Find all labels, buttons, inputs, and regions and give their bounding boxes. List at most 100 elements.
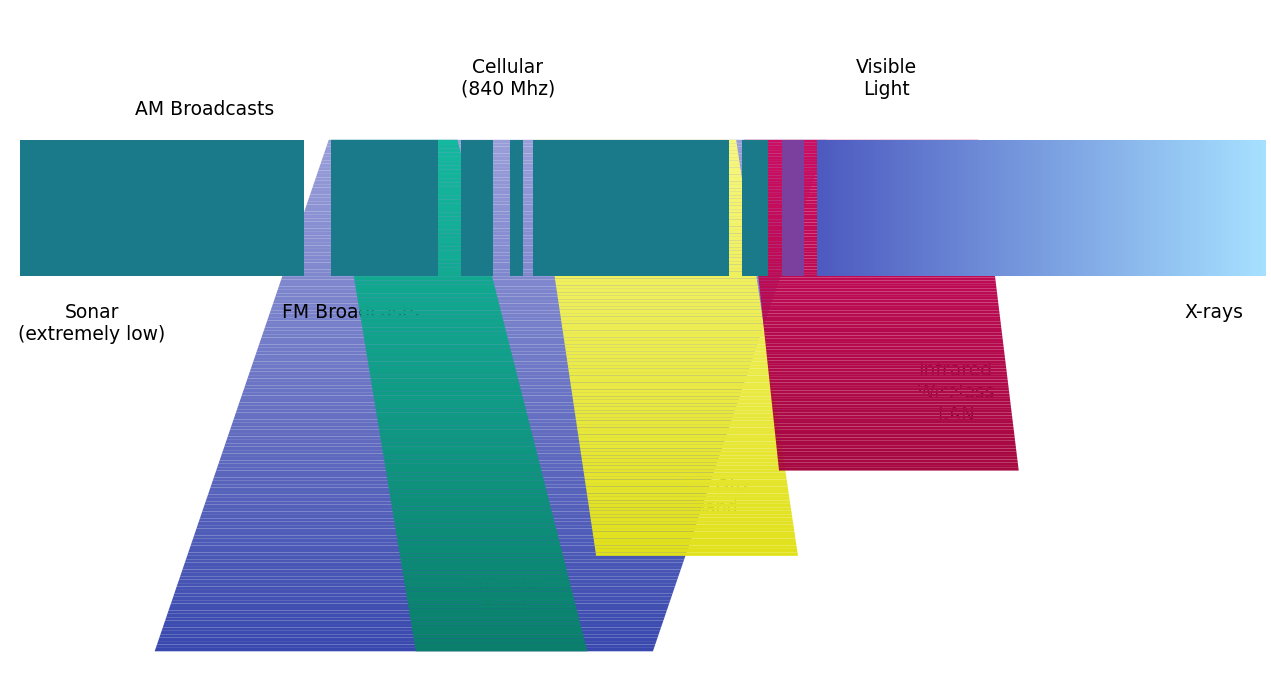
Polygon shape <box>244 385 744 389</box>
Polygon shape <box>220 457 719 460</box>
Bar <box>1249 140 1252 276</box>
Polygon shape <box>416 647 587 651</box>
Polygon shape <box>754 228 989 231</box>
Polygon shape <box>334 157 463 161</box>
Bar <box>1215 140 1219 276</box>
Bar <box>1244 140 1248 276</box>
Bar <box>1027 140 1031 276</box>
Polygon shape <box>283 269 783 273</box>
Polygon shape <box>592 528 794 531</box>
Bar <box>1191 140 1195 276</box>
Bar <box>895 140 899 276</box>
Polygon shape <box>299 225 798 228</box>
Polygon shape <box>535 143 737 147</box>
Bar <box>1030 140 1033 276</box>
Polygon shape <box>549 237 751 240</box>
Polygon shape <box>183 566 683 569</box>
Polygon shape <box>760 288 996 291</box>
Polygon shape <box>325 147 825 150</box>
Bar <box>1232 140 1234 276</box>
Polygon shape <box>771 404 1010 407</box>
Polygon shape <box>358 301 500 306</box>
Bar <box>821 140 825 276</box>
Polygon shape <box>402 566 567 570</box>
Bar <box>844 140 848 276</box>
Polygon shape <box>754 233 990 236</box>
Bar <box>868 140 872 276</box>
Polygon shape <box>253 358 752 361</box>
Polygon shape <box>194 532 694 535</box>
Polygon shape <box>550 243 752 248</box>
Polygon shape <box>577 424 779 428</box>
Polygon shape <box>756 261 994 264</box>
Polygon shape <box>763 311 999 314</box>
Bar <box>897 140 901 276</box>
Polygon shape <box>571 386 773 389</box>
Polygon shape <box>234 416 733 419</box>
Polygon shape <box>574 411 777 414</box>
Polygon shape <box>752 222 989 225</box>
Bar <box>965 140 969 276</box>
Polygon shape <box>182 569 681 573</box>
Bar <box>888 140 892 276</box>
Polygon shape <box>292 242 792 246</box>
Polygon shape <box>173 593 672 597</box>
Polygon shape <box>754 239 991 242</box>
Polygon shape <box>170 600 670 604</box>
Polygon shape <box>775 441 1016 443</box>
Polygon shape <box>342 204 475 208</box>
Polygon shape <box>365 340 510 344</box>
Bar <box>1247 140 1251 276</box>
Polygon shape <box>747 173 982 176</box>
Polygon shape <box>582 462 784 466</box>
Bar <box>1077 140 1080 276</box>
Polygon shape <box>595 549 797 552</box>
Polygon shape <box>544 202 746 206</box>
Bar <box>1101 140 1104 276</box>
Polygon shape <box>747 179 984 181</box>
Polygon shape <box>591 521 793 524</box>
Bar <box>1063 140 1066 276</box>
Polygon shape <box>765 336 1003 338</box>
Polygon shape <box>370 370 517 374</box>
Polygon shape <box>352 267 491 272</box>
Polygon shape <box>369 366 516 370</box>
Bar <box>1135 140 1139 276</box>
Polygon shape <box>346 225 480 229</box>
Polygon shape <box>751 214 988 217</box>
Bar <box>906 140 910 276</box>
Bar <box>1195 140 1199 276</box>
Polygon shape <box>252 361 751 365</box>
Polygon shape <box>553 268 756 271</box>
Polygon shape <box>588 507 792 511</box>
Polygon shape <box>361 323 505 327</box>
Polygon shape <box>231 423 731 426</box>
Polygon shape <box>590 514 792 518</box>
Polygon shape <box>774 418 1013 421</box>
Polygon shape <box>545 216 749 220</box>
Polygon shape <box>383 451 538 456</box>
Polygon shape <box>583 466 785 469</box>
Polygon shape <box>771 402 1010 404</box>
Text: Visible
Light: Visible Light <box>855 58 916 99</box>
Bar <box>956 140 960 276</box>
Bar <box>974 140 977 276</box>
Bar <box>742 140 768 276</box>
Polygon shape <box>208 491 708 494</box>
Polygon shape <box>393 511 553 515</box>
Polygon shape <box>196 529 695 532</box>
Polygon shape <box>308 198 807 201</box>
Polygon shape <box>179 576 679 580</box>
Bar <box>1223 140 1225 276</box>
Bar <box>971 140 975 276</box>
Polygon shape <box>339 187 470 191</box>
Polygon shape <box>407 600 576 604</box>
Polygon shape <box>558 296 760 299</box>
Bar <box>1110 140 1113 276</box>
Polygon shape <box>334 161 464 165</box>
Polygon shape <box>360 310 502 314</box>
Bar <box>1209 140 1213 276</box>
Polygon shape <box>749 184 984 187</box>
Polygon shape <box>555 282 758 285</box>
Bar <box>953 140 957 276</box>
